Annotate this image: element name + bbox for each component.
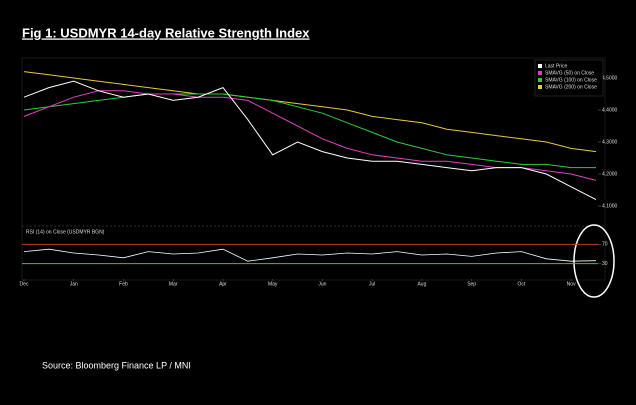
y-tick-label: 4.3000 [602,139,618,145]
legend-label: SMAVG (50) on Close [545,70,594,76]
rsi-label: RSI (14) on Close (USDMYR BGN) [26,229,105,235]
legend-box [534,59,604,97]
x-tick-label: Jan [70,281,78,287]
y-tick-label: 4.5000 [602,75,618,81]
series-line [23,248,597,262]
x-tick-label: Sep [467,281,476,287]
legend-label: SMAVG (200) on Close [545,84,597,90]
x-tick-label: Apr [219,281,227,287]
chart-title: Fig 1: USDMYR 14-day Relative Strength I… [22,25,310,40]
x-tick-label: Jun [318,281,326,287]
source: Source: Bloomberg Finance LP / MNI [42,360,191,370]
rsi-tick-label: 30 [602,261,608,267]
y-tick-label: 4.1000 [602,203,618,209]
y-tick-label: 4.2000 [602,171,618,177]
x-tick-label: Dec [20,281,29,287]
x-tick-label: Feb [119,281,128,287]
legend-swatch [538,71,542,75]
x-tick-label: Oct [518,281,526,287]
legend-swatch [538,85,542,89]
legend-swatch [538,78,542,82]
plot-frame [21,57,606,281]
legend-swatch [538,64,542,68]
rsi-tick-label: 70 [602,242,608,248]
x-tick-label: Aug [417,281,426,287]
legend-label: Last Price [545,63,567,69]
y-tick-label: 4.4000 [602,107,618,113]
x-tick-label: Mar [169,281,178,287]
x-tick-label: May [268,281,278,287]
plot: 4.1000 4.2000 4.3000 4.4000 4.5000 30 70 Dec Jan… [20,59,618,287]
series-line [23,71,597,153]
legend-label: SMAVG (100) on Close [545,77,597,83]
x-tick-label: Jul [369,281,375,287]
series-line [23,93,596,169]
x-tick-label: Nov [567,281,576,287]
series-line [23,80,597,201]
